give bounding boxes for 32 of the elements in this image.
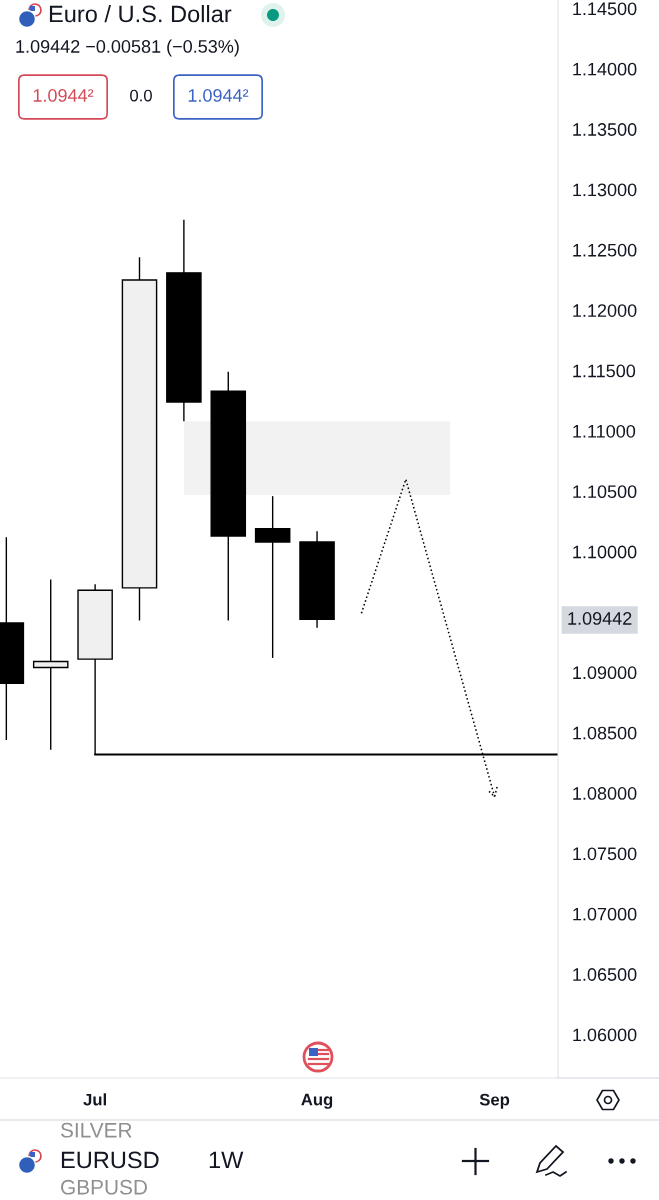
y-tick-label: 1.08500 bbox=[573, 726, 637, 740]
x-tick-label: Jul bbox=[83, 1093, 106, 1106]
y-tick-label: 1.07000 bbox=[573, 907, 637, 921]
y-tick-label: 1.14500 bbox=[573, 2, 637, 16]
candlestick bbox=[254, 495, 291, 659]
y-tick-label: 1.07500 bbox=[573, 847, 637, 861]
candlestick bbox=[32, 578, 69, 751]
y-tick-label: 1.06500 bbox=[573, 968, 637, 981]
x-tick-label: Aug bbox=[301, 1093, 333, 1109]
y-tick-label: 1.09000 bbox=[573, 666, 637, 680]
annotation: 1.0944² bbox=[33, 89, 94, 102]
x-tick-label: Sep bbox=[479, 1093, 510, 1109]
chart-title: Euro / U.S. Dollar bbox=[49, 5, 232, 23]
y-tick-label: 1.13000 bbox=[573, 183, 637, 197]
text: SILVER bbox=[60, 1122, 132, 1138]
annotation: 0.0 bbox=[130, 89, 152, 102]
text: 1.09442 bbox=[568, 612, 632, 625]
y-tick-label: 1.12500 bbox=[573, 243, 637, 257]
y-tick-label: 1.12000 bbox=[573, 304, 637, 317]
text: 1.09442 −0.00581 (−0.53%) bbox=[16, 39, 239, 57]
y-tick-label: 1.11500 bbox=[573, 364, 636, 378]
text: GBPUSD bbox=[61, 1179, 147, 1195]
text: EURUSD bbox=[61, 1151, 159, 1169]
y-tick-label: 1.11000 bbox=[573, 424, 636, 438]
y-tick-label: 1.10000 bbox=[573, 545, 637, 559]
y-tick-label: 1.08000 bbox=[573, 787, 637, 800]
y-tick-label: 1.14000 bbox=[573, 62, 637, 76]
text: 1W bbox=[209, 1151, 244, 1169]
y-tick-label: 1.06000 bbox=[573, 1028, 637, 1042]
y-tick-label: 1.10500 bbox=[573, 485, 637, 499]
y-tick-label: 1.13500 bbox=[573, 123, 637, 136]
annotation: 1.0944² bbox=[188, 89, 249, 102]
